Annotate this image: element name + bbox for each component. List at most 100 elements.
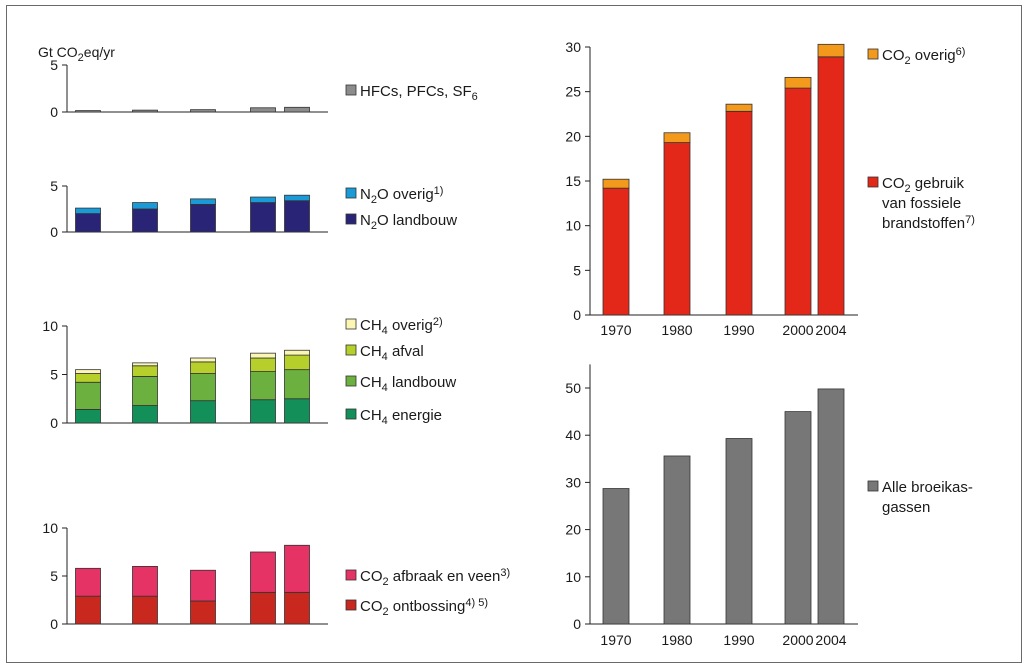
bar-n2o-n2o_landbouw-1970: [75, 213, 101, 233]
bar-ch4-ch4_afval-2000: [250, 357, 276, 372]
legend-label-line: gassen: [882, 499, 930, 516]
bar-ch4-ch4_afval-1980: [132, 365, 158, 377]
y-tick-label: 20: [565, 128, 581, 144]
bar-alle-alle-1990: [725, 438, 753, 625]
bar-co2lu-co2_ontbossing-1990: [190, 600, 216, 625]
x-tick-label: 1980: [661, 632, 692, 648]
x-tick-label: 1970: [600, 322, 631, 338]
chart-co2fossil: 30 25 20 15 10 5 0 1970 1980 1990 2000 2004 CO2 gebr…: [565, 39, 974, 338]
legend-swatch: [867, 480, 879, 492]
bar-ch4-ch4_energie-2004: [284, 398, 310, 424]
legend-label: CO2 ontbossing4) 5): [360, 597, 488, 618]
bar-co2fossil-co2_fossiel-1990: [725, 110, 753, 316]
bar-co2lu-co2_ontbossing-1970: [75, 595, 101, 625]
bar-hfc-hfc-2000: [250, 107, 276, 113]
bar-ch4-ch4_energie-2000: [250, 399, 276, 424]
legend-swatch: [345, 318, 357, 330]
y-tick-label: 0: [573, 307, 581, 323]
y-tick-label: 0: [50, 224, 58, 240]
chart-co2lu: 10 5 0 CO2 ontbossing4) 5) CO2 afbraak en ve…: [42, 520, 510, 632]
legend-swatch: [867, 176, 879, 188]
x-tick-label: 2000: [782, 632, 813, 648]
bar-hfc-hfc-2004: [284, 106, 310, 113]
x-tick-label: 2004: [815, 322, 846, 338]
bar-co2fossil-co2_fossiel-2004: [817, 56, 845, 316]
x-tick-label: 1970: [600, 632, 631, 648]
bar-co2fossil-co2_overig-2000: [784, 76, 812, 89]
y-tick-label: 10: [42, 520, 58, 536]
y-tick-label: 0: [50, 616, 58, 632]
y-tick-label: 30: [565, 474, 581, 490]
bar-ch4-ch4_overig-1990: [190, 357, 216, 363]
bar-co2lu-co2_afbraak-1980: [132, 566, 158, 597]
legend-label: CH4 energie: [360, 407, 442, 427]
figure-frame: [6, 5, 1022, 663]
y-tick-label: 50: [565, 380, 581, 396]
y-tick-label: 0: [50, 415, 58, 431]
legend-swatch: [345, 84, 357, 96]
legend-label: CO2 overig6): [882, 46, 965, 67]
chart-n2o: 5 0 N2O landbouw N2O overig1): [50, 178, 457, 240]
bar-co2fossil-co2_overig-1990: [725, 103, 753, 112]
bar-n2o-n2o_overig-2000: [250, 196, 276, 203]
y-tick-label: 0: [50, 104, 58, 120]
bar-co2lu-co2_ontbossing-2000: [250, 591, 276, 625]
bar-ch4-ch4_overig-2004: [284, 349, 310, 356]
bar-ch4-ch4_afval-1970: [75, 373, 101, 383]
legend-label-line: van fossiele: [882, 195, 961, 212]
bar-co2lu-co2_afbraak-1990: [190, 569, 216, 602]
y-tick-label: 20: [565, 522, 581, 538]
legend-swatch: [867, 48, 879, 60]
legend-swatch: [345, 213, 357, 225]
legend-swatch: [345, 344, 357, 356]
legend-swatch: [345, 375, 357, 387]
bar-co2lu-co2_ontbossing-2004: [284, 591, 310, 625]
bar-n2o-n2o_landbouw-1990: [190, 203, 216, 233]
bar-ch4-ch4_landbouw-1980: [132, 376, 158, 406]
chart-hfc: 5 0 HFCs, PFCs, SF6: [50, 57, 478, 120]
legend-swatch: [345, 599, 357, 611]
bar-n2o-n2o_landbouw-2004: [284, 200, 310, 233]
bar-hfc-hfc-1970: [75, 110, 101, 113]
bar-ch4-ch4_overig-2000: [250, 352, 276, 359]
bar-co2fossil-co2_overig-2004: [817, 43, 845, 58]
legend-label: HFCs, PFCs, SF6: [360, 83, 478, 103]
bar-n2o-n2o_overig-1970: [75, 207, 101, 215]
legend-label: N2O landbouw: [360, 212, 457, 232]
x-tick-label: 2000: [782, 322, 813, 338]
x-tick-label: 1990: [723, 322, 754, 338]
bar-ch4-ch4_energie-1990: [190, 400, 216, 424]
bar-n2o-n2o_overig-1980: [132, 202, 158, 210]
bar-co2fossil-co2_overig-1980: [663, 132, 691, 143]
y-tick-label: 10: [565, 218, 581, 234]
legend-label: CO2 gebruik: [882, 175, 964, 195]
bar-co2fossil-co2_fossiel-1970: [602, 187, 630, 316]
x-tick-label: 1990: [723, 632, 754, 648]
bar-co2fossil-co2_fossiel-1980: [663, 142, 691, 316]
bar-alle-alle-1970: [602, 488, 630, 625]
bar-n2o-n2o_overig-2004: [284, 194, 310, 202]
bar-ch4-ch4_afval-1990: [190, 361, 216, 374]
bar-alle-alle-2004: [817, 388, 845, 625]
chart-ch4: 10 5 0 CH4 energie CH4 landbouw CH4 afval CH4 …: [42, 316, 456, 431]
y-tick-label: 30: [565, 39, 581, 55]
y-tick-label: 10: [565, 569, 581, 585]
bar-ch4-ch4_landbouw-2004: [284, 369, 310, 400]
y-tick-label: 5: [573, 262, 581, 278]
bar-ch4-ch4_landbouw-1990: [190, 373, 216, 402]
bar-co2fossil-co2_fossiel-2000: [784, 87, 812, 316]
legend-swatch: [345, 569, 357, 581]
y-tick-label: 5: [50, 367, 58, 383]
bar-ch4-ch4_energie-1970: [75, 409, 101, 424]
bar-n2o-n2o_overig-1990: [190, 198, 216, 205]
bar-ch4-ch4_overig-1970: [75, 369, 101, 374]
legend-label: Alle broeikas-: [882, 479, 973, 496]
bar-co2lu-co2_afbraak-2004: [284, 544, 310, 593]
legend-label: CO2 afbraak en veen3): [360, 567, 510, 588]
y-tick-label: 5: [50, 57, 58, 73]
bar-alle-alle-1980: [663, 455, 691, 625]
bar-ch4-ch4_energie-1980: [132, 405, 158, 424]
legend-swatch: [345, 408, 357, 420]
legend-label: CH4 afval: [360, 343, 424, 363]
